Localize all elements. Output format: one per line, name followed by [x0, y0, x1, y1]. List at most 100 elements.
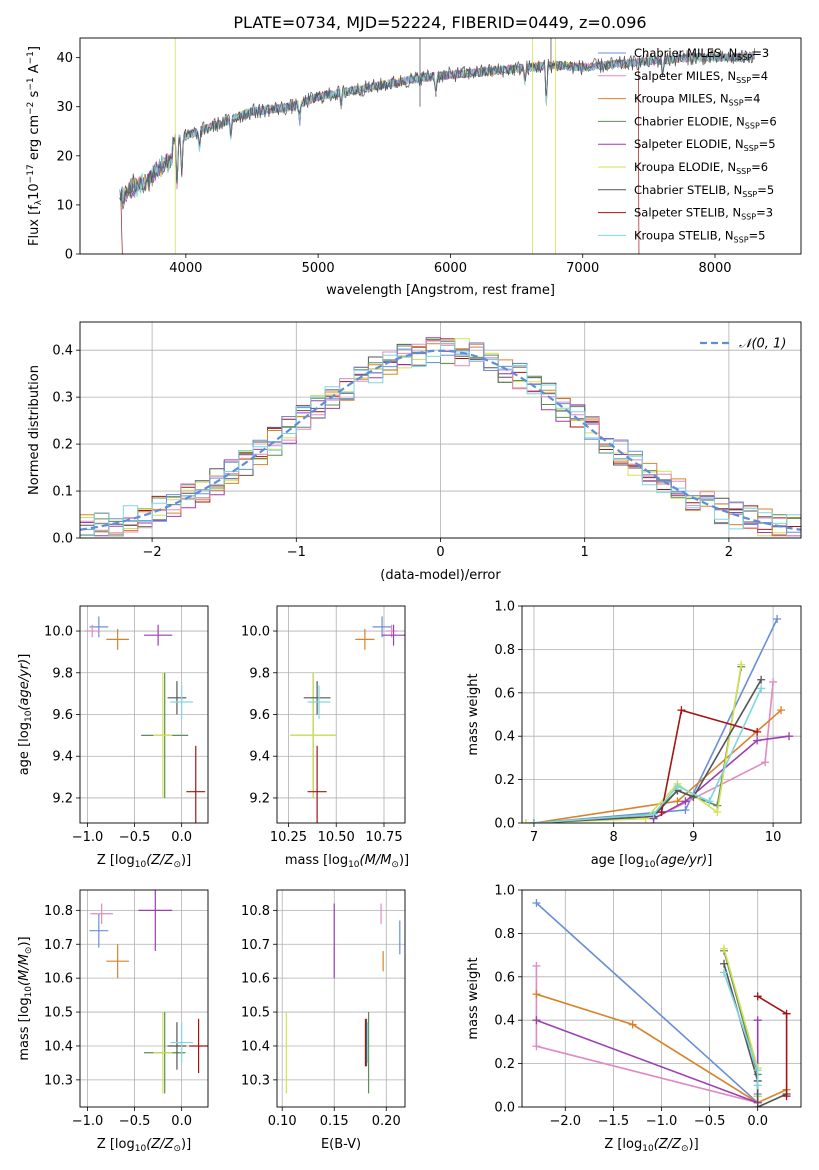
- wAge-marker-5-1: [641, 814, 650, 823]
- wAge-marker-2-2: [777, 706, 786, 715]
- weight_vs_Z-ytick-label-0: 0.0: [494, 1101, 515, 1116]
- mass_vs_Z-xtick-label-0: −1.0: [72, 1114, 104, 1129]
- weight_vs_Z-plot: [532, 899, 791, 1107]
- spectrum-ytick-label-4: 40: [56, 51, 73, 66]
- wZ-series-2: [536, 993, 787, 1104]
- wZ-marker-4-0: [532, 1016, 541, 1025]
- wZ-marker-8-2: [753, 1081, 762, 1090]
- histogram-xtick-label-2: 0: [436, 545, 444, 560]
- mass_vs_EBV-ytick-label-0: 10.3: [241, 1073, 270, 1088]
- mass_vs_Z-ytick-label-4: 10.7: [44, 938, 73, 953]
- hist-legend-label: 𝒩(0, 1): [739, 337, 786, 352]
- spectrum-frame: [79, 37, 802, 255]
- weight_vs_Z-ytick-label-4: 0.8: [494, 927, 515, 942]
- weight_vs_age-ytick-label-1: 0.2: [494, 773, 515, 788]
- weight_vs_age-ytick-label-5: 1.0: [494, 600, 515, 615]
- wZ-marker-2-1: [628, 1020, 637, 1029]
- mass_vs_EBV-xtick-label-2: 0.20: [372, 1114, 401, 1129]
- spectrum-ytick-label-1: 10: [56, 198, 73, 213]
- legend-entry-6: Chabrier STELIB, NSSP=5: [634, 183, 774, 199]
- spectrum-xtick-label-4: 8000: [698, 261, 731, 276]
- spectrum-xtick-label-3: 7000: [566, 261, 599, 276]
- wZ-marker-5-0: [720, 944, 729, 953]
- histogram-ytick-label-2: 0.2: [52, 438, 73, 453]
- age_vs_Z-xtick-label-2: 0.0: [171, 830, 192, 845]
- wAge-marker-2-1: [673, 797, 682, 806]
- legend-entry-3: Chabrier ELODIE, NSSP=6: [634, 114, 777, 130]
- weight_vs_age-xtick-label-3: 10: [765, 830, 782, 845]
- spectrum-ytick-label-0: 0: [65, 248, 73, 263]
- figure-title: PLATE=0734, MJD=52224, FIBERID=0449, z=0…: [233, 13, 646, 32]
- histogram-axes: −2 −1 0 1 2 0.0 0.1 0.2 0.3 0.4: [52, 322, 801, 560]
- age_vs_mass-ytick-label-0: 9.2: [249, 791, 270, 806]
- wAge-ylabel: mass weight: [466, 673, 481, 755]
- legend-entry-1: Salpeter MILES, NSSP=4: [634, 69, 768, 85]
- legend-entry-8: Kroupa STELIB, NSSP=5: [634, 228, 765, 244]
- wAge-marker-7-1: [677, 706, 686, 715]
- hist-xlabel: (data-model)/error: [380, 568, 501, 583]
- weight_vs_age-plot: [522, 615, 794, 823]
- wZ-marker-7-0: [753, 992, 762, 1001]
- mass_vs_Z-axes: −1.0 −0.5 0.0 10.3 10.4 10.5 10.6 10.7 10.8: [44, 890, 208, 1129]
- wAge-xlabel: age [log10(age/yr)]: [591, 853, 713, 870]
- wAge-marker-0-1: [681, 805, 690, 814]
- wAge-marker-8-2: [673, 782, 682, 791]
- mass_vs_EBV-ytick-label-1: 10.4: [241, 1039, 270, 1054]
- histogram-ytick-label-3: 0.3: [52, 391, 73, 406]
- wZ-series-7: [757, 995, 788, 1097]
- mass_vs_EBV-frame: [276, 889, 406, 1108]
- wAge-marker-4-1: [681, 797, 690, 806]
- wAge-marker-1-1: [761, 758, 770, 767]
- mass_vs_Z-ytick-label-2: 10.5: [44, 1006, 73, 1021]
- weight_vs_age-ytick-label-4: 0.8: [494, 643, 515, 658]
- spectrum-axes: 4000 5000 6000 7000 8000 0 10 20 30 40: [56, 51, 731, 276]
- wAge-series-4: [653, 735, 790, 820]
- weight_vs_Z-xtick-label-2: −1.0: [646, 1114, 678, 1129]
- mass_vs_Z-xtick-label-2: 0.0: [171, 1114, 192, 1129]
- wZ-marker-7-1: [782, 1009, 791, 1018]
- wZ-marker-4-2: [753, 1016, 762, 1025]
- histogram-ytick-label-4: 0.4: [52, 344, 73, 359]
- legend-entry-5: Kroupa ELODIE, NSSP=6: [634, 160, 768, 176]
- massEBV-xlabel: E(B-V): [321, 1137, 361, 1152]
- mass_vs_Z-ytick-label-3: 10.6: [44, 972, 73, 987]
- spectrum-ylabel: Flux [fλ10−17 erg cm−2 s−1 A−1]: [26, 46, 44, 246]
- wZ-marker-1-1: [532, 1042, 541, 1051]
- weight_vs_age-axes: 7 8 9 10 0.0 0.2 0.4 0.6 0.8 1.0: [494, 600, 801, 845]
- histogram-plot: [80, 337, 801, 537]
- age_vs_Z-ytick-label-1: 9.4: [52, 750, 73, 765]
- wZ-marker-0-0: [532, 899, 541, 908]
- mass_vs_EBV-ytick-label-5: 10.8: [241, 904, 270, 919]
- mass_vs_EBV-axes: 0.10 0.15 0.20 10.3 10.4 10.5 10.6 10.7 10.8: [241, 890, 405, 1129]
- mass_vs_EBV-xtick-label-0: 0.10: [268, 1114, 297, 1129]
- wAge-marker-5-4: [737, 660, 746, 669]
- wAge-marker-8-3: [705, 797, 714, 806]
- wZ-marker-8-1: [753, 1066, 762, 1075]
- weight_vs_Z-ytick-label-5: 1.0: [494, 884, 515, 899]
- wZ-marker-1-0: [532, 961, 541, 970]
- wAge-marker-8-4: [757, 684, 766, 693]
- massZ-xlabel: Z [log10(Z/Z⊙)]: [97, 1137, 191, 1154]
- massZ-ylabel: mass [log10(M/M⊙)]: [17, 936, 34, 1060]
- age_vs_Z-axes: −1.0 −0.5 0.0 9.2 9.4 9.6 9.8 10.0: [44, 606, 208, 845]
- histogram-xtick-label-3: 1: [581, 545, 589, 560]
- mass_vs_Z-plot: [89, 890, 208, 1094]
- legend-entry-0: Chabrier MILES, NSSP=3: [634, 46, 769, 62]
- weight_vs_age-xtick-label-0: 7: [530, 830, 538, 845]
- weight_vs_age-ytick-label-0: 0.0: [494, 817, 515, 832]
- age_vs_mass-ytick-label-2: 9.6: [249, 708, 270, 723]
- wZ-marker-7-2: [782, 1092, 791, 1101]
- spectrum-series-6: [119, 48, 756, 210]
- hist-gaussian-curve: [80, 349, 801, 531]
- wAge-marker-5-3: [713, 808, 722, 817]
- age_vs_mass-plot: [290, 616, 405, 823]
- age_vs_mass-ytick-label-3: 9.8: [249, 666, 270, 681]
- weight_vs_Z-ytick-label-1: 0.2: [494, 1057, 515, 1072]
- hist-ylabel: Normed distribution: [27, 365, 42, 495]
- wAge-marker-1-2: [769, 677, 778, 686]
- wZ-marker-2-0: [532, 990, 541, 999]
- ageZ-ylabel: age [log10(age/yr)]: [17, 654, 34, 776]
- spectrum-ytick-label-2: 20: [56, 149, 73, 164]
- weight_vs_age-xtick-label-1: 8: [610, 830, 618, 845]
